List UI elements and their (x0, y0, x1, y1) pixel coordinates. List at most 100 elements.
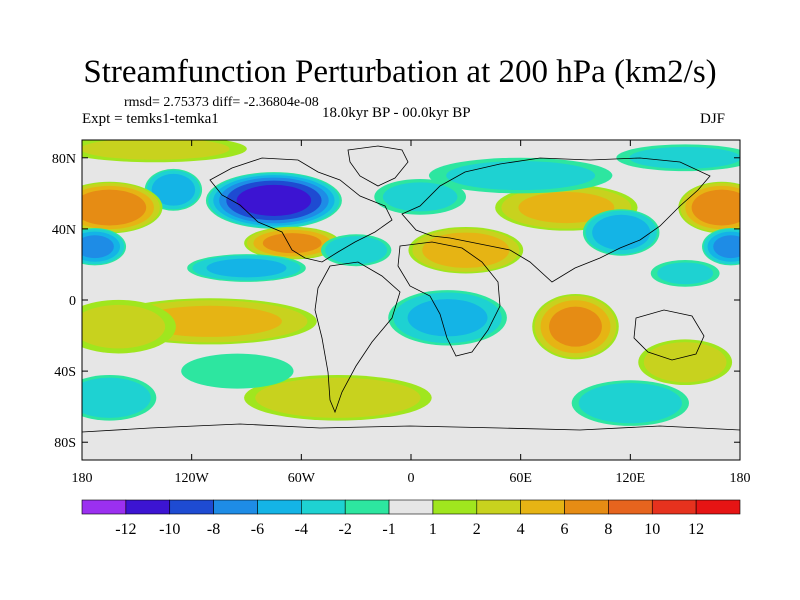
anomaly-contour (629, 146, 740, 169)
colorbar-swatch (81, 499, 127, 515)
colorbar-swatch (125, 499, 171, 515)
anomaly-cell (82, 140, 247, 163)
coast-south-america (314, 261, 401, 414)
anomaly-contour (549, 306, 602, 347)
colorbar-swatch (257, 499, 302, 515)
anomaly-contour (262, 233, 322, 254)
coast-australia (633, 309, 705, 361)
anomaly-cell (678, 181, 740, 234)
anomaly-cell (187, 254, 306, 282)
lat-tick-label: 0 (69, 294, 76, 309)
anomaly-cell (244, 374, 432, 421)
lon-tick-label: 120W (175, 471, 210, 486)
anomaly-contour (151, 173, 196, 206)
anomaly-contour (236, 184, 312, 216)
colorbar-label: -12 (115, 521, 136, 538)
lat-tick-label: 80S (54, 436, 76, 451)
lon-tick-label: 180 (72, 471, 93, 486)
coastlines (82, 145, 740, 433)
colorbar-label: -10 (159, 521, 180, 538)
anomaly-contour (382, 182, 458, 212)
coast-north-america (209, 157, 393, 263)
colorbar-label: 6 (561, 521, 569, 538)
anomaly-cell (82, 181, 163, 234)
anomaly-cell (702, 227, 740, 266)
chart-title: Streamfunction Perturbation at 200 hPa (… (83, 54, 717, 90)
anomaly-cell (532, 293, 619, 360)
axes: 180 120W 60W 0 60E 120E 180 80N 40N 0 40S 80S (52, 140, 751, 486)
colorbar: -12 -10 -8 -6 -4 -2 -1 1 2 4 6 8 10 12 (81, 499, 741, 538)
anomaly-cell (571, 380, 689, 426)
anomaly-contour (255, 377, 421, 418)
anomaly-contour (82, 140, 230, 160)
colorbar-swatch (301, 499, 346, 515)
lat-tick-label: 80N (52, 152, 76, 167)
anomaly-contour (82, 235, 114, 259)
colorbar-swatch (564, 499, 609, 515)
anomaly-cell (244, 226, 341, 260)
anomaly-contour (518, 192, 615, 224)
colorbar-label: 10 (644, 521, 660, 538)
colorbar-swatch (520, 499, 565, 515)
colorbar-swatch (213, 499, 258, 515)
colorbar-swatch (344, 499, 390, 515)
lat-tick-label: 40S (54, 365, 76, 380)
anomaly-contour (206, 258, 287, 278)
lon-tick-label: 180 (730, 471, 751, 486)
anomaly-cell (82, 374, 157, 421)
anomaly-cell (582, 209, 660, 256)
experiment-label: Expt = temks1-temka1 (82, 111, 219, 127)
coast-antarctica (82, 423, 740, 433)
anomaly-cell (428, 157, 613, 194)
colorbar-label: -1 (382, 521, 395, 538)
lon-tick-label: 120E (616, 471, 646, 486)
colorbar-label: -4 (295, 521, 308, 538)
rmsd-stats: rmsd= 2.75373 diff= -2.36804e-08 (124, 95, 319, 110)
colorbar-label: -8 (207, 521, 220, 538)
colorbar-swatch (432, 499, 478, 515)
colorbar-swatch (695, 499, 741, 515)
anomaly-cell (82, 227, 127, 266)
colorbar-swatch (476, 499, 521, 515)
colorbar-swatch (608, 499, 653, 515)
lat-tick-label: 40N (52, 223, 76, 238)
coast-greenland (347, 145, 409, 187)
lon-tick-label: 0 (408, 471, 415, 486)
anomaly-contour (691, 189, 740, 226)
anomaly-contour (643, 342, 727, 383)
anomaly-contour (592, 214, 651, 251)
anomaly-cell (388, 290, 507, 346)
colorbar-label: -6 (251, 521, 264, 538)
anomaly-cell (82, 299, 176, 354)
anomaly-cell (650, 259, 720, 287)
season-label: DJF (700, 111, 726, 127)
anomaly-contour (82, 377, 151, 418)
anomaly-cell (320, 234, 392, 267)
streamfunction-field (82, 140, 740, 426)
anomaly-contour (657, 262, 714, 285)
anomaly-cell (205, 172, 342, 229)
anomaly-contour (82, 304, 166, 349)
colorbar-swatch (651, 499, 697, 515)
anomaly-cell (616, 144, 740, 172)
lon-tick-label: 60E (509, 471, 532, 486)
plot-area (82, 140, 740, 460)
anomaly-cell (638, 339, 733, 386)
colorbar-label: 4 (517, 521, 525, 538)
coast-africa (397, 241, 501, 357)
colorbar-label: 8 (604, 521, 612, 538)
period-label: 18.0kyr BP - 00.0kyr BP (322, 105, 471, 121)
anomaly-contour (82, 189, 147, 226)
colorbar-label: 1 (429, 521, 437, 538)
anomaly-cell (374, 179, 467, 215)
anomaly-contour (325, 236, 388, 265)
lon-tick-label: 60W (288, 471, 316, 486)
colorbar-swatch (169, 499, 214, 515)
anomaly-contour (446, 161, 596, 191)
colorbar-label: -2 (339, 521, 352, 538)
anomaly-cell (144, 168, 203, 211)
anomaly-contour (713, 235, 740, 259)
anomaly-contour (181, 353, 294, 389)
colorbar-swatch (388, 499, 434, 515)
